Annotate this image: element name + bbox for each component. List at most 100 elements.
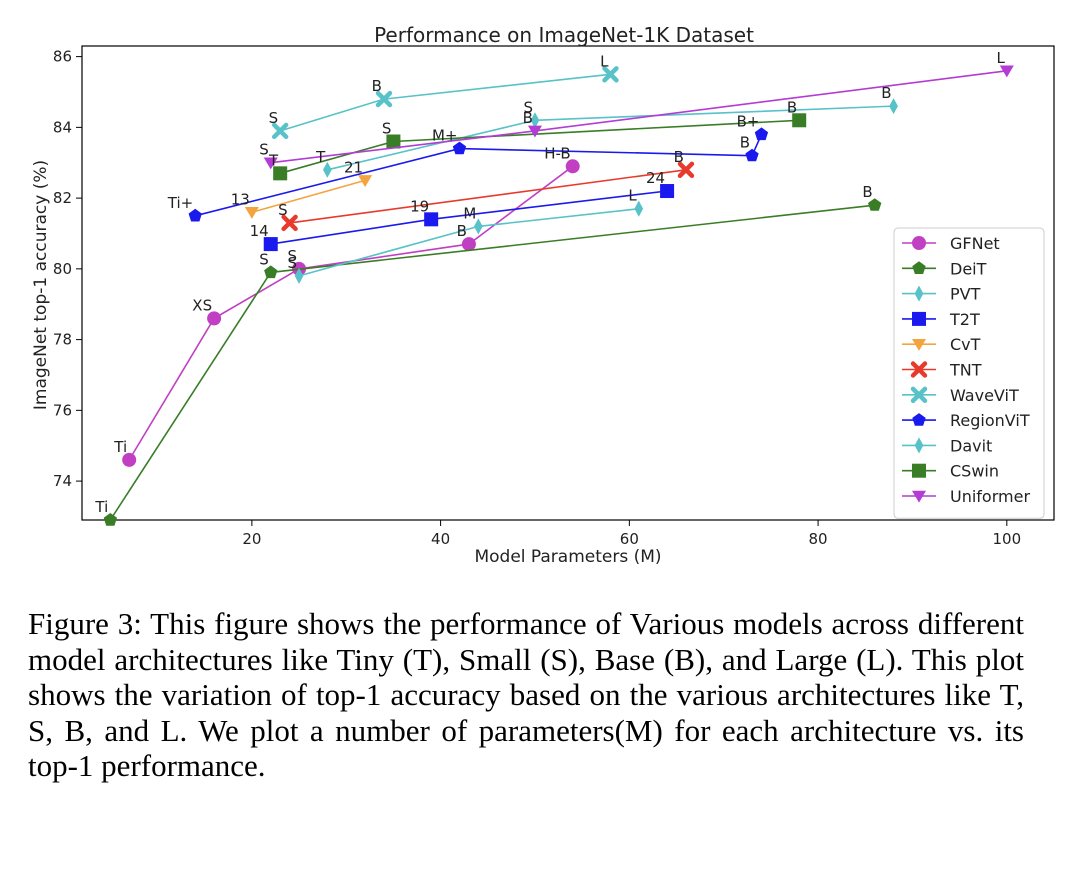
point-label-wavevit: S	[269, 109, 279, 127]
legend-entry-cswin: CSwin	[902, 462, 999, 481]
legend-label: GFNet	[950, 234, 1000, 253]
legend-entry-deit: DeiT	[902, 259, 987, 278]
data-point-regionvit	[754, 127, 769, 141]
x-tick-label: 100	[992, 530, 1021, 548]
data-point-wavevit	[375, 90, 393, 108]
y-tick-label: 80	[53, 260, 72, 278]
point-label-gfnet: B	[457, 222, 467, 240]
data-point-regionvit	[745, 148, 759, 162]
point-label-uniformer: S	[259, 141, 269, 159]
legend-marker	[912, 463, 926, 478]
series-cswin	[273, 113, 807, 181]
point-label-t2t: 14	[250, 222, 269, 240]
data-point-gfnet	[461, 237, 476, 252]
legend-entry-cvt: CvT	[902, 335, 981, 354]
point-label-regionvit: Ti+	[167, 194, 193, 212]
point-label-cswin: B	[787, 98, 797, 116]
data-point-pvt	[474, 218, 483, 235]
data-point-deit	[264, 265, 278, 279]
series-cvt	[244, 175, 373, 219]
legend-marker	[912, 261, 926, 274]
point-label-deit: B	[862, 183, 872, 201]
legend-entry-uniformer: Uniformer	[902, 487, 1030, 506]
series-tnt	[281, 161, 695, 232]
series-t2t	[263, 184, 675, 252]
data-point-tnt	[281, 214, 298, 232]
data-point-pvt	[634, 200, 644, 217]
data-point-wavevit	[602, 66, 619, 83]
x-tick-label: 80	[809, 530, 828, 548]
point-label-davit: B	[881, 84, 891, 102]
legend-label: Uniformer	[950, 487, 1030, 506]
data-point-gfnet	[122, 452, 137, 467]
x-axis-label: Model Parameters (M)	[474, 547, 661, 567]
legend-label: CvT	[950, 335, 981, 354]
legend-marker	[914, 437, 924, 454]
point-label-tnt: S	[278, 201, 288, 219]
legend-label: PVT	[950, 285, 981, 304]
legend-label: Davit	[950, 436, 992, 455]
y-tick-label: 76	[53, 401, 72, 419]
y-tick-label: 78	[53, 331, 72, 349]
series-deit	[103, 198, 882, 526]
data-point-regionvit	[452, 141, 467, 155]
legend-label: DeiT	[950, 259, 987, 278]
legend-marker	[910, 386, 928, 403]
point-label-wavevit: B	[372, 77, 382, 95]
data-point-uniformer	[999, 65, 1014, 78]
point-label-deit: S	[259, 250, 269, 268]
series-line-tnt	[289, 169, 687, 224]
data-point-cswin	[386, 134, 401, 149]
point-label-cvt: 13	[231, 190, 250, 208]
data-point-gfnet	[565, 159, 580, 174]
data-point-cswin	[273, 166, 288, 181]
legend-label: TNT	[949, 361, 982, 380]
point-label-gfnet: Ti	[113, 438, 127, 456]
data-point-regionvit	[188, 208, 202, 222]
point-label-tnt: B	[674, 148, 684, 166]
legend-marker	[910, 361, 928, 378]
legend-label: T2T	[949, 310, 980, 329]
point-label-davit: S	[523, 98, 533, 116]
x-tick-label: 20	[242, 530, 261, 548]
series-line-regionvit	[195, 134, 763, 217]
point-label-gfnet: XS	[192, 296, 212, 314]
data-point-uniformer	[263, 157, 278, 170]
point-label-t2t: 24	[646, 169, 665, 187]
y-axis-label: ImageNet top-1 accuracy (%)	[31, 160, 51, 410]
legend: GFNet DeiT PVT T2T CvT TNT WaveViT RegionViT Dav…	[893, 227, 1045, 519]
series-pvt	[294, 200, 644, 284]
legend-entry-davit: Davit	[902, 436, 992, 455]
data-point-t2t	[263, 237, 278, 252]
series-wavevit	[271, 66, 619, 140]
y-tick-label: 86	[53, 48, 72, 66]
series-regionvit	[188, 127, 769, 222]
point-label-davit: T	[315, 148, 326, 166]
series-line-wavevit	[279, 73, 611, 132]
data-point-cvt	[244, 207, 259, 219]
data-point-pvt	[294, 267, 304, 284]
point-label-deit: Ti	[94, 498, 108, 516]
data-point-uniformer	[527, 125, 542, 138]
legend-entry-wavevit: WaveViT	[902, 386, 1019, 405]
data-point-davit	[530, 112, 540, 129]
point-label-uniformer: L	[996, 49, 1005, 67]
data-point-davit	[323, 161, 332, 178]
series-line-cvt	[251, 179, 366, 214]
point-label-pvt: S	[288, 254, 298, 272]
series-line-deit	[109, 204, 875, 521]
legend-entry-pvt: PVT	[902, 285, 981, 304]
x-tick-label: 40	[431, 530, 450, 548]
axes: 20 40 60 80 100 74 76 78 80 82 84 86	[53, 45, 1055, 548]
point-label-regionvit: M+	[432, 127, 458, 145]
plot-frame	[81, 45, 1055, 521]
point-label-gfnet: S	[288, 247, 298, 265]
legend-marker	[912, 413, 926, 426]
point-label-cvt: 21	[344, 158, 363, 176]
y-tick-label: 82	[53, 189, 72, 207]
legend-marker	[912, 338, 926, 351]
data-point-cswin	[792, 113, 807, 128]
legend-entry-gfnet: GFNet	[902, 234, 1000, 253]
